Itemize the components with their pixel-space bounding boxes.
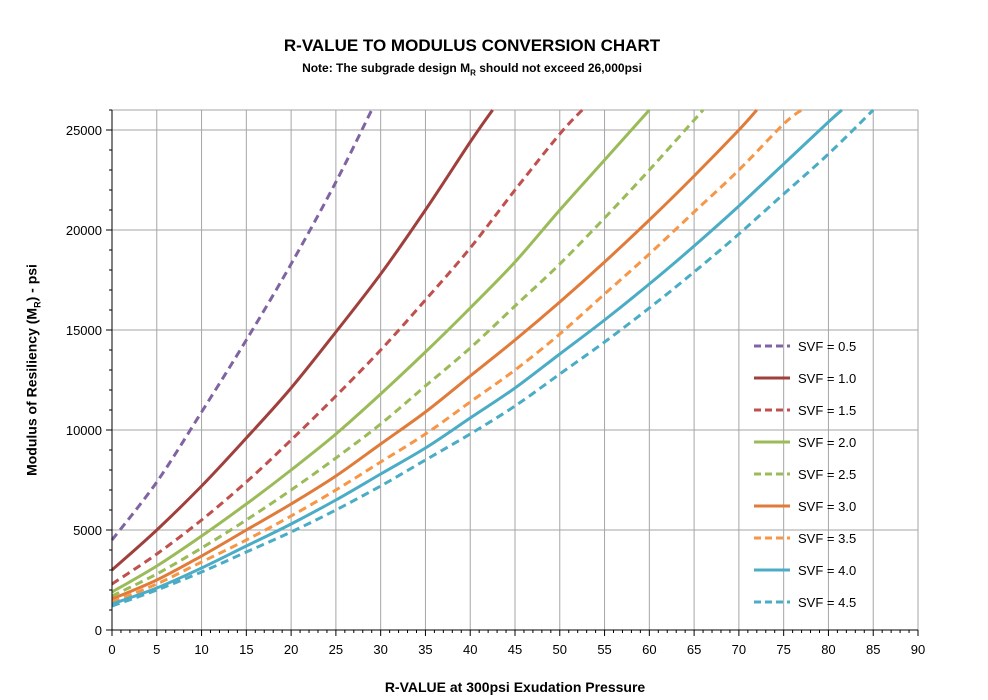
series-group (110, 108, 875, 608)
series-line-3 (111, 108, 584, 586)
x-tick-label: 65 (687, 642, 701, 657)
x-tick-label: 45 (508, 642, 522, 657)
x-tick-label: 15 (239, 642, 253, 657)
x-tick-label: 70 (732, 642, 746, 657)
x-tick-label: 75 (776, 642, 790, 657)
series-line-2 (111, 109, 494, 572)
series-line-7 (111, 108, 803, 604)
series-line-4 (111, 109, 651, 594)
x-tick-label: 85 (866, 642, 880, 657)
legend-label-6: SVF = 3.0 (798, 499, 856, 514)
x-tick-label: 60 (642, 642, 656, 657)
subtitle-suffix: should not exceed 26,000psi (475, 61, 642, 75)
legend-label-1: SVF = 0.5 (798, 339, 856, 354)
legend: SVF = 0.5 SVF = 1.0 SVF = 1.5 SVF = 2.0 SVF … (754, 339, 856, 610)
legend-label-4: SVF = 2.0 (798, 435, 856, 450)
x-tick-label: 55 (597, 642, 611, 657)
subtitle-prefix: Note: The subgrade design M (302, 61, 471, 75)
y-tick-label: 25000 (66, 123, 102, 138)
series-line-8 (111, 108, 843, 606)
legend-label-2: SVF = 1.0 (798, 371, 856, 386)
x-tick-label: 25 (329, 642, 343, 657)
grid (112, 109, 919, 630)
y-tick-label: 15000 (66, 323, 102, 338)
legend-label-8: SVF = 4.0 (798, 563, 856, 578)
chart-title: R-VALUE TO MODULUS CONVERSION CHART (283, 36, 661, 55)
x-tick-label: 50 (553, 642, 567, 657)
legend-label-7: SVF = 3.5 (798, 531, 856, 546)
y-tick-label: 5000 (73, 523, 102, 538)
series-line-1 (110, 109, 374, 541)
x-tick-label: 40 (463, 642, 477, 657)
legend-label-9: SVF = 4.5 (798, 595, 856, 610)
y-tick-label: 20000 (66, 223, 102, 238)
x-tick-label: 35 (418, 642, 432, 657)
x-tick-label: 5 (153, 642, 160, 657)
chart-subtitle: Note: The subgrade design MR should not … (0, 61, 944, 77)
y-tick-label: 0 (95, 623, 102, 638)
subtitle-subscript: R (470, 68, 476, 78)
x-tick-label: 20 (284, 642, 298, 657)
x-tick-label: 30 (373, 642, 387, 657)
x-tick-label: 90 (911, 642, 925, 657)
y-tick-label: 10000 (66, 423, 102, 438)
series-line-6 (111, 108, 758, 601)
legend-label-5: SVF = 2.5 (798, 467, 856, 482)
x-tick-label: 80 (821, 642, 835, 657)
x-tick-label: 10 (194, 642, 208, 657)
series-line-5 (111, 108, 705, 598)
axes: 0 5 10 15 20 25 30 35 40 45 50 55 60 65 70 75 80 85 90 0 500… (66, 109, 925, 657)
legend-label-3: SVF = 1.5 (798, 403, 856, 418)
x-tick-label: 0 (108, 642, 115, 657)
x-axis-label: R-VALUE at 300psi Exudation Pressure (384, 679, 646, 695)
